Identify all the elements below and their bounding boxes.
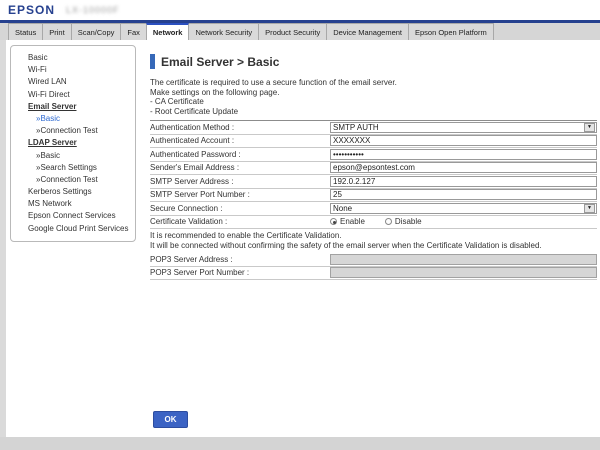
field-label: POP3 Server Address :: [150, 254, 233, 264]
sidebar-item-ldap-search-settings[interactable]: »Search Settings: [36, 162, 97, 172]
description-line: - CA Certificate: [150, 97, 204, 106]
field-label: Authentication Method :: [150, 122, 235, 132]
email-server-form: Authentication Method : SMTP AUTH ▼ Auth…: [150, 120, 597, 281]
form-row-smtp-server-port: SMTP Server Port Number :: [150, 189, 597, 202]
sidebar-item-ldap-basic[interactable]: »Basic: [36, 150, 61, 160]
certificate-validation-disable-radio[interactable]: [384, 218, 392, 226]
field-label: Certificate Validation :: [150, 217, 228, 227]
tab-status[interactable]: Status: [8, 23, 44, 40]
app-header: EPSON LX-10000F: [0, 0, 600, 20]
title-accent-bar: [150, 54, 155, 69]
tab-device-management[interactable]: Device Management: [326, 23, 409, 40]
sidebar-item-google-cloud-print-services[interactable]: Google Cloud Print Services: [28, 223, 129, 233]
sidebar-item-email-server-basic[interactable]: »Basic: [36, 113, 61, 123]
sidebar-item-ldap-connection-test[interactable]: »Connection Test: [36, 174, 98, 184]
selected-value: SMTP AUTH: [333, 122, 379, 132]
sidebar-item-basic[interactable]: Basic: [28, 53, 48, 62]
sidebar-section-ldap-server[interactable]: LDAP Server: [28, 138, 77, 148]
tab-network-security[interactable]: Network Security: [188, 23, 260, 40]
network-sidebar: Basic Wi-Fi Wired LAN Wi-Fi Direct Email…: [10, 45, 136, 242]
certificate-validation-enable-radio[interactable]: [330, 218, 337, 226]
smtp-server-port-input[interactable]: [330, 189, 597, 201]
authentication-method-select[interactable]: SMTP AUTH ▼: [330, 121, 597, 133]
senders-email-input[interactable]: [330, 162, 597, 174]
pop3-server-port-input: [330, 267, 597, 279]
authenticated-password-input[interactable]: [330, 148, 597, 160]
note-line: It will be connected without confirming …: [150, 240, 542, 250]
radio-label-disable: Disable: [394, 217, 422, 227]
content-panel: Email Server > Basic The certificate is …: [150, 54, 597, 281]
tab-epson-open-platform[interactable]: Epson Open Platform: [408, 23, 494, 40]
secure-connection-select[interactable]: None ▼: [330, 202, 597, 214]
radio-label-enable: Enable: [340, 217, 365, 227]
authenticated-account-input[interactable]: [330, 135, 597, 147]
description-line: - Root Certificate Update: [150, 106, 239, 116]
page-title-text: Email Server > Basic: [161, 54, 280, 69]
sidebar-item-wifi-direct[interactable]: Wi-Fi Direct: [28, 89, 70, 99]
main-tab-bar: Status Print Scan/Copy Fax Network Netwo…: [0, 23, 600, 40]
form-row-pop3-server-address: POP3 Server Address :: [150, 253, 597, 267]
tab-fax[interactable]: Fax: [120, 23, 147, 40]
page-footer-strip: [0, 437, 600, 450]
tab-product-security[interactable]: Product Security: [258, 23, 328, 40]
printer-model-label: LX-10000F: [66, 5, 120, 15]
sidebar-item-ms-network[interactable]: MS Network: [28, 199, 72, 209]
header-accent-bar: [0, 20, 600, 23]
smtp-server-address-input[interactable]: [330, 175, 597, 187]
ok-button[interactable]: OK: [153, 411, 188, 428]
description-line: The certificate is required to use a sec…: [150, 78, 397, 87]
field-label: Sender's Email Address :: [150, 163, 240, 173]
field-label: POP3 Server Port Number :: [150, 268, 250, 278]
note-line: It is recommended to enable the Certific…: [150, 231, 342, 240]
field-label: SMTP Server Port Number :: [150, 190, 250, 200]
pop3-server-address-input: [330, 253, 597, 265]
sidebar-item-epson-connect-services[interactable]: Epson Connect Services: [28, 211, 116, 221]
field-label: SMTP Server Address :: [150, 176, 234, 186]
field-label: Authenticated Password :: [150, 149, 241, 159]
form-row-smtp-server-address: SMTP Server Address :: [150, 175, 597, 189]
chevron-down-icon[interactable]: ▼: [584, 203, 595, 213]
form-row-pop3-server-port: POP3 Server Port Number :: [150, 267, 597, 281]
field-label: Authenticated Account :: [150, 136, 235, 146]
left-gutter: [0, 40, 6, 437]
chevron-down-icon[interactable]: ▼: [584, 122, 595, 132]
description-line: Make settings on the following page.: [150, 87, 280, 97]
page-title: Email Server > Basic: [150, 54, 597, 69]
field-label: Secure Connection :: [150, 203, 223, 213]
tab-network[interactable]: Network: [145, 23, 190, 40]
sidebar-item-wifi[interactable]: Wi-Fi: [28, 65, 47, 75]
certificate-validation-note: It is recommended to enable the Certific…: [150, 229, 597, 253]
tab-print[interactable]: Print: [42, 23, 72, 40]
tab-scan-copy[interactable]: Scan/Copy: [70, 23, 122, 40]
form-row-senders-email: Sender's Email Address :: [150, 162, 597, 175]
form-row-authentication-method: Authentication Method : SMTP AUTH ▼: [150, 121, 597, 135]
selected-value: None: [333, 203, 353, 213]
form-row-secure-connection: Secure Connection : None ▼: [150, 202, 597, 216]
sidebar-item-wired-lan[interactable]: Wired LAN: [28, 77, 67, 87]
page-description: The certificate is required to use a sec…: [150, 78, 597, 116]
form-row-authenticated-password: Authenticated Password :: [150, 148, 597, 162]
form-row-certificate-validation: Certificate Validation : Enable Disable: [150, 216, 597, 229]
sidebar-item-email-server-connection-test[interactable]: »Connection Test: [36, 126, 98, 136]
sidebar-item-kerberos-settings[interactable]: Kerberos Settings: [28, 187, 92, 197]
sidebar-section-email-server[interactable]: Email Server: [28, 101, 77, 111]
epson-logo: EPSON: [8, 3, 56, 17]
form-row-authenticated-account: Authenticated Account :: [150, 135, 597, 148]
